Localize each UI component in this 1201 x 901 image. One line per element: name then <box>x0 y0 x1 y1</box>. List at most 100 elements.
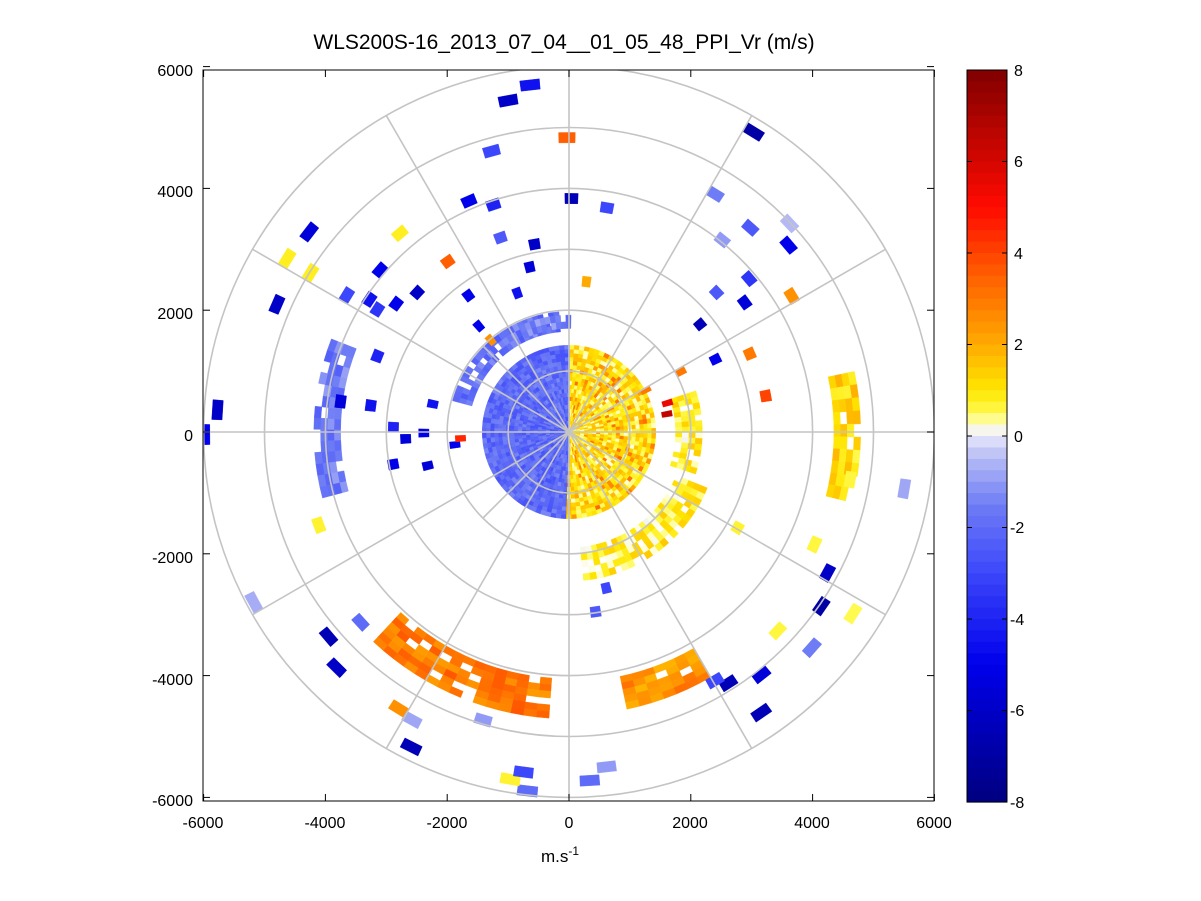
velocity-cell <box>677 518 688 529</box>
velocity-cell <box>464 365 474 375</box>
colorbar-tick-marks <box>967 69 1007 803</box>
velocity-cell <box>553 345 560 351</box>
colorbar-cell <box>967 92 1007 105</box>
velocity-cell <box>635 437 640 443</box>
velocity-cell <box>570 482 575 488</box>
velocity-cell <box>497 432 503 438</box>
velocity-cell <box>387 421 399 433</box>
colorbar-cell <box>967 573 1007 586</box>
velocity-cell <box>631 432 637 438</box>
velocity-cell <box>592 557 601 566</box>
velocity-cell <box>853 436 861 451</box>
velocity-cell <box>693 408 702 416</box>
velocity-cell <box>390 224 410 243</box>
x-tick-label: 6000 <box>916 815 952 832</box>
azimuth-spoke <box>568 431 656 519</box>
velocity-cell <box>607 427 613 431</box>
sparse-returns <box>203 78 912 798</box>
colorbar-cell <box>967 195 1007 208</box>
colorbar-cell <box>967 676 1007 689</box>
velocity-cell <box>560 514 567 519</box>
velocity-cell <box>519 78 541 92</box>
velocity-cell <box>560 321 567 329</box>
velocity-cell <box>482 421 487 428</box>
axis-tick-marks <box>203 66 935 801</box>
velocity-cell <box>615 426 621 431</box>
velocity-cell <box>334 394 347 409</box>
velocity-cell <box>364 398 377 412</box>
velocity-cell <box>851 397 861 412</box>
velocity-cell <box>708 352 723 366</box>
velocity-cell <box>314 405 323 419</box>
velocity-cell <box>521 432 527 436</box>
azimuth-spoke <box>568 431 886 616</box>
colorbar-cell <box>967 790 1007 803</box>
x-tick-label: 2000 <box>672 815 708 832</box>
colorbar-cell <box>967 721 1007 734</box>
velocity-cell <box>315 462 325 476</box>
colorbar-cell <box>967 81 1007 94</box>
velocity-cell <box>630 420 636 426</box>
colorbar-cell <box>967 333 1007 346</box>
velocity-cell <box>572 364 578 370</box>
velocity-cell <box>576 513 583 519</box>
velocity-cell <box>623 422 628 427</box>
colorbar-cell <box>967 756 1007 769</box>
colorbar-cell <box>967 504 1007 517</box>
velocity-cell <box>562 494 568 500</box>
velocity-cell <box>490 437 495 443</box>
colorbar-cell <box>967 550 1007 563</box>
velocity-cell <box>713 231 732 249</box>
velocity-cell <box>562 372 567 378</box>
colorbar-cell <box>967 584 1007 597</box>
y-tick-label: 6000 <box>157 63 193 80</box>
velocity-cell <box>426 398 439 409</box>
colorbar-tick-label: -4 <box>1010 612 1024 629</box>
x-tick-label: -2000 <box>427 815 468 832</box>
velocity-cell <box>599 428 605 431</box>
velocity-cell <box>497 423 503 429</box>
velocity-cell <box>806 535 823 554</box>
velocity-cell <box>635 424 641 430</box>
velocity-cell <box>625 699 640 710</box>
velocity-cell <box>581 275 592 288</box>
velocity-cell <box>839 436 848 450</box>
velocity-cell <box>740 218 760 237</box>
velocity-cell <box>314 451 323 465</box>
velocity-cell <box>501 424 507 429</box>
velocity-cell <box>639 423 645 430</box>
velocity-cell <box>327 407 336 420</box>
velocity-cell <box>517 432 523 436</box>
velocity-cell <box>517 435 523 439</box>
velocity-cell <box>558 345 565 350</box>
velocity-cell <box>581 512 588 519</box>
colorbar-cell <box>967 218 1007 231</box>
velocity-cell <box>569 466 573 472</box>
colorbar-cell <box>967 779 1007 792</box>
colorbar-cell <box>967 436 1007 449</box>
colorbar-cell <box>967 733 1007 746</box>
velocity-cell <box>554 315 562 323</box>
velocity-cell <box>570 510 577 516</box>
velocity-cell <box>832 448 841 462</box>
colorbar-cell <box>967 115 1007 128</box>
colorbar-cell <box>967 699 1007 712</box>
velocity-cell <box>455 385 465 393</box>
velocity-cell <box>619 432 625 437</box>
velocity-cell <box>615 432 621 437</box>
velocity-cell <box>688 420 696 428</box>
velocity-cell <box>526 688 540 698</box>
colorbar-tick-label: 0 <box>1014 429 1023 446</box>
colorbar-tick-label: -2 <box>1010 520 1024 537</box>
velocity-cell <box>351 612 370 632</box>
velocity-cell <box>695 432 703 439</box>
x-tick-label: 4000 <box>794 815 830 832</box>
azimuth-spoke <box>568 248 886 433</box>
velocity-cell <box>573 486 578 492</box>
velocity-cell <box>497 93 519 108</box>
velocity-cell <box>581 559 589 568</box>
azimuth-spoke <box>482 431 570 519</box>
velocity-cell <box>320 429 328 441</box>
colorbar-cell <box>967 744 1007 757</box>
colorbar-cell <box>967 138 1007 151</box>
